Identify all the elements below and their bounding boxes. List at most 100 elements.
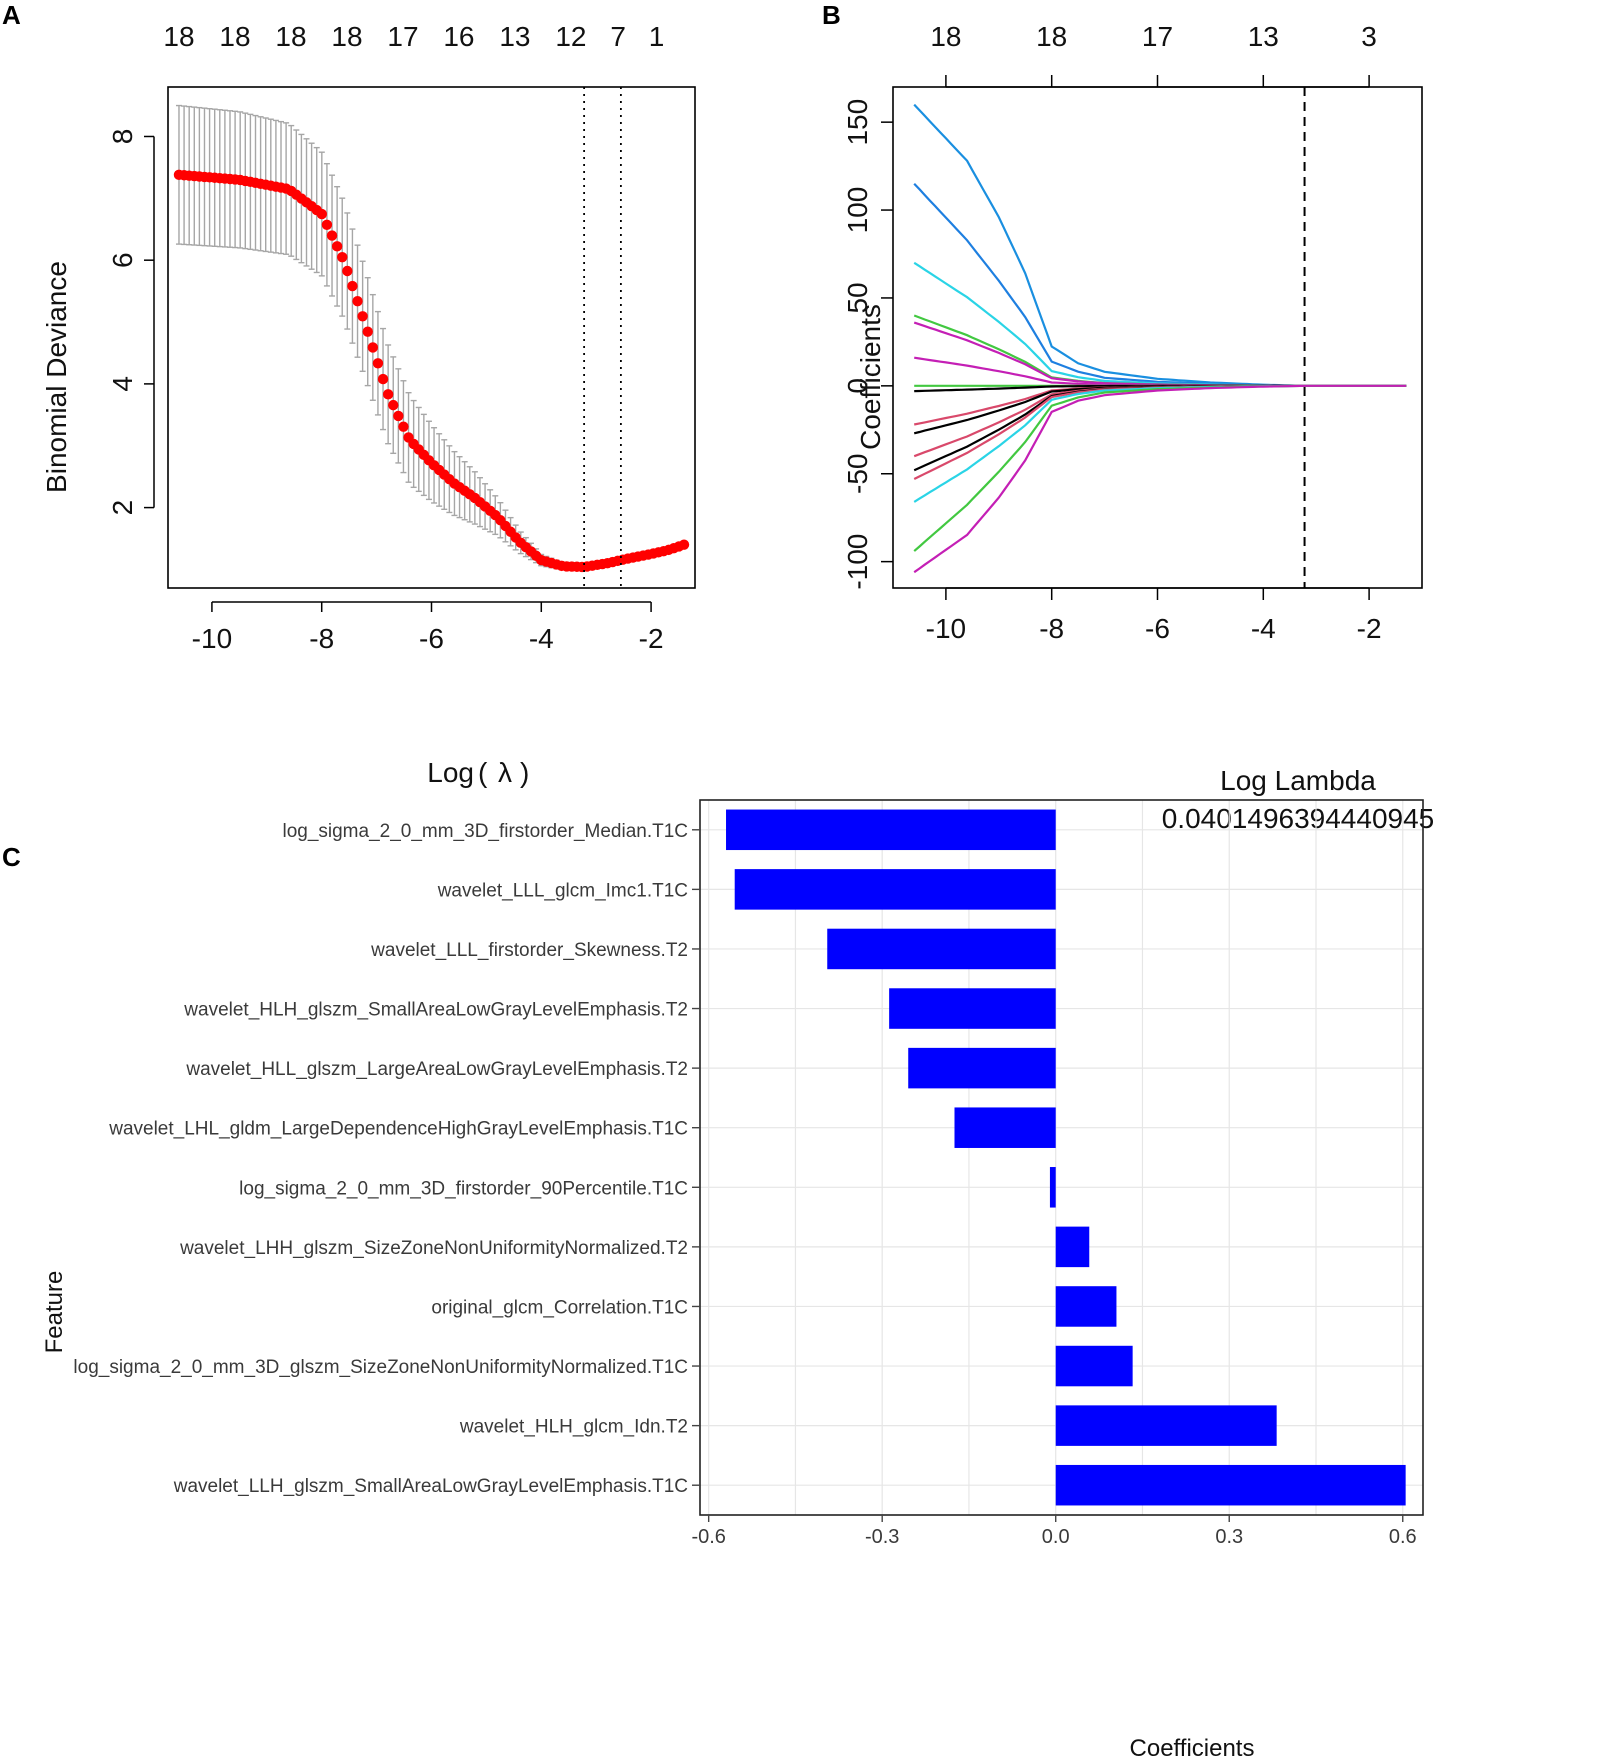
- feature-label: wavelet_HLH_glszm_SmallAreaLowGrayLevelE…: [183, 1000, 688, 1021]
- top-tick-label: 18: [275, 21, 306, 52]
- feature-bar: [1049, 1167, 1056, 1208]
- x-tick-label: -0.3: [865, 1526, 899, 1548]
- feature-bar: [827, 928, 1056, 970]
- x-tick-label: 0.3: [1215, 1526, 1243, 1548]
- panel-label-a: A: [2, 0, 21, 30]
- deviance-point: [388, 399, 399, 411]
- panel-c-x-axis: -0.6 -0.3 0.0 0.3 0.6: [691, 1515, 1417, 1548]
- deviance-point: [326, 230, 338, 241]
- panel-a-y-axis-title: Binomial Deviance: [41, 261, 72, 493]
- top-tick-label: 7: [610, 21, 626, 52]
- coefficient-path-s9: [913, 384, 1407, 426]
- feature-bar: [954, 1107, 1056, 1148]
- deviance-point: [342, 265, 353, 277]
- top-tick-label: 3: [1361, 21, 1377, 52]
- x-tick-label: -10: [926, 613, 966, 644]
- panel-b-top-axis: 18 18 17 13 3: [930, 21, 1377, 88]
- deviance-point: [337, 251, 348, 263]
- x-tick-label: -10: [192, 623, 232, 654]
- deviance-point: [362, 326, 373, 337]
- coefficient-path-s5: [913, 321, 1407, 387]
- deviance-point: [372, 358, 384, 369]
- deviance-point: [393, 410, 404, 422]
- panel-b-series-lines: [913, 103, 1407, 574]
- top-tick-label: 13: [1248, 21, 1279, 52]
- panel-b-x-axis-title: Log Lambda: [1220, 765, 1376, 796]
- deviance-point: [357, 311, 368, 322]
- x-tick-label: -0.6: [691, 1526, 725, 1548]
- feature-label: original_glcm_Correlation.T1C: [431, 1297, 688, 1318]
- feature-label: wavelet_LLL_firstorder_Skewness.T2: [370, 940, 688, 961]
- y-tick-label: 8: [107, 129, 138, 145]
- deviance-point: [377, 373, 389, 385]
- x-tick-label: 0.0: [1042, 1526, 1070, 1548]
- top-tick-label: 18: [219, 21, 250, 52]
- panel-c-feature-labels: log_sigma_2_0_mm_3D_firstorder_Median.T1…: [73, 821, 700, 1497]
- x-tick-label: -4: [1251, 613, 1276, 644]
- coefficient-path-s2: [913, 182, 1407, 387]
- y-tick-label: 100: [842, 187, 873, 234]
- panel-c-feature-coefficients: log_sigma_2_0_mm_3D_firstorder_Median.T1…: [41, 799, 1424, 1758]
- feature-label: wavelet_LLL_glcm_Imc1.T1C: [437, 880, 688, 901]
- panel-a-plot-frame: [167, 86, 696, 589]
- coefficient-path-s11: [913, 384, 1407, 458]
- y-tick-label: 50: [842, 282, 873, 313]
- top-tick-label: 18: [1036, 21, 1067, 52]
- top-tick-label: 13: [499, 21, 530, 52]
- top-tick-label: 1: [649, 21, 665, 52]
- x-tick-label: -6: [419, 623, 444, 654]
- panel-c-x-axis-title: Coefficients: [1130, 1735, 1255, 1758]
- deviance-point: [331, 241, 343, 252]
- y-tick-label: 2: [107, 500, 138, 516]
- feature-bar: [908, 1047, 1056, 1089]
- feature-label: wavelet_HLL_glszm_LargeAreaLowGrayLevelE…: [185, 1059, 688, 1080]
- deviance-point: [316, 208, 328, 220]
- feature-bar: [734, 869, 1056, 910]
- top-tick-label: 17: [387, 21, 418, 52]
- top-tick-label: 18: [331, 21, 362, 52]
- feature-label: wavelet_LHH_glszm_SizeZoneNonUniformityN…: [179, 1238, 688, 1259]
- top-tick-label: 18: [930, 21, 961, 52]
- panel-a-reference-lines: [583, 87, 622, 588]
- coefficient-path-s16: [913, 384, 1407, 574]
- feature-label: wavelet_LLH_glszm_SmallAreaLowGrayLevelE…: [173, 1476, 688, 1497]
- panel-label-b: B: [822, 0, 841, 30]
- feature-bar: [1055, 1464, 1406, 1506]
- y-tick-label: 6: [107, 252, 138, 268]
- panel-b-x-axis-subtitle: 0.0401496394440945: [1162, 803, 1435, 834]
- x-tick-label: -2: [639, 623, 664, 654]
- feature-bar: [1055, 1286, 1117, 1327]
- panel-a-top-axis: 18 18 18 18 17 16 13 12 7 1: [163, 21, 664, 52]
- top-tick-label: 17: [1142, 21, 1173, 52]
- panel-c-plot-frame: [699, 799, 1424, 1516]
- panel-label-c: C: [2, 842, 21, 872]
- deviance-point: [367, 342, 379, 353]
- x-tick-label: -8: [1039, 613, 1064, 644]
- feature-bar: [726, 809, 1056, 851]
- feature-bar: [889, 988, 1056, 1029]
- feature-bar: [1055, 1345, 1133, 1387]
- panel-a-x-axis: -10 -8 -6 -4 -2: [192, 601, 664, 654]
- deviance-point: [321, 219, 333, 231]
- y-tick-label: 4: [107, 376, 138, 392]
- x-tick-label: -6: [1145, 613, 1170, 644]
- panel-a-x-axis-paren-close: ): [520, 757, 529, 788]
- feature-bar: [1055, 1405, 1277, 1446]
- feature-label: log_sigma_2_0_mm_3D_firstorder_90Percent…: [239, 1178, 688, 1199]
- deviance-point: [352, 295, 363, 307]
- y-tick-label: 0: [842, 378, 873, 394]
- feature-label: wavelet_LHL_gldm_LargeDependenceHighGray…: [108, 1119, 688, 1140]
- coefficient-path-s3: [913, 261, 1407, 387]
- panel-a-y-axis: 2 4 6 8: [107, 129, 155, 516]
- x-tick-label: 0.6: [1389, 1526, 1417, 1548]
- panel-a-error-bars: [175, 104, 688, 571]
- deviance-point: [398, 421, 409, 432]
- top-tick-label: 18: [163, 21, 194, 52]
- panel-b-y-axis-title: Coefficients: [855, 304, 886, 450]
- coefficient-path-s15: [913, 384, 1407, 552]
- coefficient-path-s13: [913, 384, 1407, 480]
- panel-a-x-axis-paren-open: (: [478, 757, 488, 788]
- top-tick-label: 16: [443, 21, 474, 52]
